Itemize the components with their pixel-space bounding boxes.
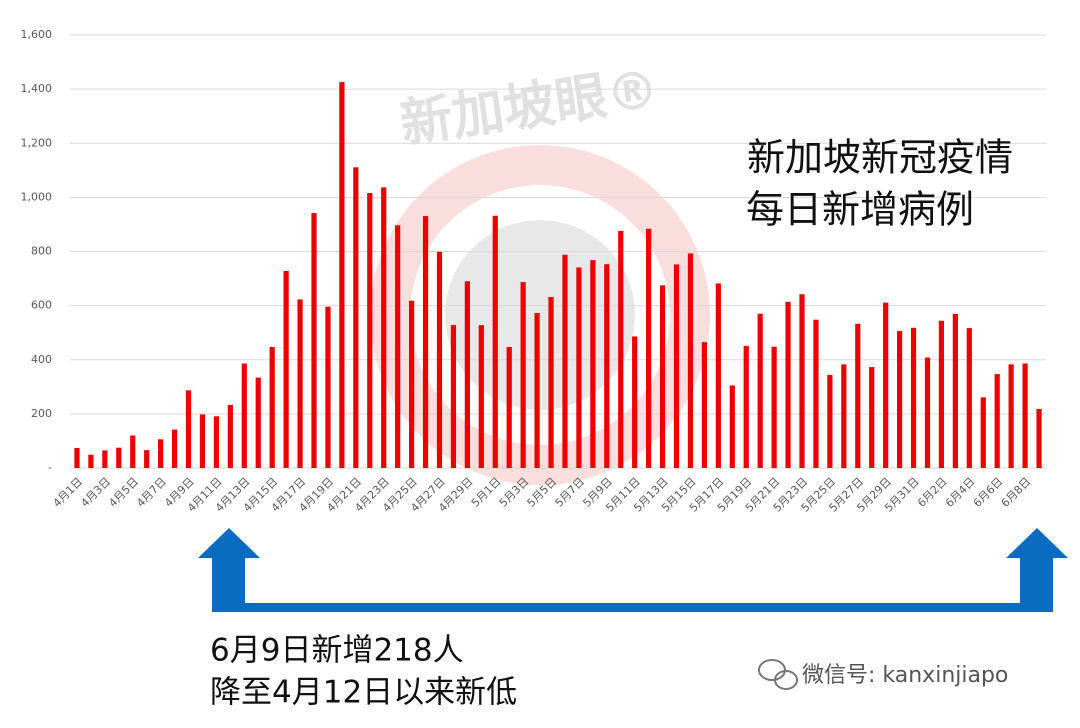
annotation-title: 新加坡新冠疫情 xyxy=(747,136,1013,180)
bar xyxy=(785,301,791,468)
annotation-title: 每日新增病例 xyxy=(746,188,974,232)
footer: 微信号: kanxinjiapo xyxy=(802,663,1008,688)
wechat-icon xyxy=(758,659,798,690)
bar xyxy=(227,404,233,468)
bar xyxy=(353,167,359,468)
bar xyxy=(883,302,889,468)
x-tick-label: 4月3日 xyxy=(78,475,113,510)
bar xyxy=(88,454,94,468)
bar xyxy=(841,364,847,468)
arrow xyxy=(198,528,1068,612)
bar xyxy=(464,281,470,468)
annotation-note: 6月9日新增218人 xyxy=(210,633,464,669)
bar xyxy=(339,82,345,469)
y-tick-label: 1,200 xyxy=(21,136,53,149)
watermark: 新加坡眼® xyxy=(397,59,663,155)
bar xyxy=(632,336,638,468)
bar xyxy=(562,254,568,468)
bar xyxy=(520,282,526,468)
y-tick-label: 1,600 xyxy=(21,28,53,41)
bar xyxy=(311,213,317,468)
bar xyxy=(715,283,721,468)
bar xyxy=(757,313,763,468)
bar xyxy=(478,325,484,468)
bar xyxy=(213,416,219,468)
bar xyxy=(1036,409,1042,468)
watermark-logo xyxy=(370,145,710,485)
bar xyxy=(506,347,512,468)
bar xyxy=(381,187,387,468)
bar xyxy=(590,260,596,468)
y-tick-label: 200 xyxy=(31,407,52,420)
bar xyxy=(938,320,945,468)
bar xyxy=(994,374,1000,468)
bar xyxy=(910,327,917,468)
bar xyxy=(646,228,652,468)
bar xyxy=(199,414,206,468)
bar xyxy=(952,314,958,468)
bar xyxy=(548,296,554,468)
annotation-note: 降至4月12日以来新低 xyxy=(210,675,517,711)
bar xyxy=(395,225,401,468)
bar xyxy=(269,347,275,468)
bar xyxy=(325,306,331,468)
bar xyxy=(659,285,666,468)
y-tick-label: 1,400 xyxy=(21,82,53,95)
bar xyxy=(924,357,931,468)
y-tick-label: 800 xyxy=(31,245,52,258)
bar xyxy=(701,342,707,468)
x-tick-label: 4月7日 xyxy=(134,475,169,510)
bar xyxy=(116,447,122,468)
bar xyxy=(534,312,540,468)
y-tick-label: - xyxy=(48,461,52,474)
x-tick-label: 6月4日 xyxy=(943,475,978,510)
bar xyxy=(771,346,777,468)
bar xyxy=(409,300,415,468)
bar xyxy=(492,215,498,468)
bar xyxy=(241,363,247,468)
bar xyxy=(450,325,457,468)
bar xyxy=(367,193,373,469)
x-tick-label: 6月2日 xyxy=(915,475,950,510)
bar xyxy=(422,216,429,468)
bar xyxy=(743,345,749,468)
bar xyxy=(813,319,819,468)
bar xyxy=(799,294,805,468)
bar xyxy=(729,385,735,468)
bar xyxy=(1008,364,1014,468)
bar xyxy=(618,230,624,468)
bar xyxy=(74,447,80,468)
bar xyxy=(436,251,443,468)
x-tick-label: 6月6日 xyxy=(971,475,1006,510)
bar xyxy=(869,367,875,468)
bar xyxy=(171,429,178,468)
bar xyxy=(673,264,680,468)
bar xyxy=(158,439,164,468)
bar xyxy=(283,270,289,468)
bar xyxy=(130,435,136,468)
bar xyxy=(980,397,986,468)
bar xyxy=(297,299,303,468)
y-tick-label: 400 xyxy=(31,353,52,366)
y-tick-label: 1,000 xyxy=(21,190,53,203)
x-tick-label: 4月5日 xyxy=(106,475,141,510)
x-tick-label: 4月1日 xyxy=(51,475,86,510)
bar xyxy=(185,390,192,468)
bar xyxy=(144,450,150,468)
x-tick-label: 5月1日 xyxy=(469,475,504,510)
bar xyxy=(255,377,261,468)
bar xyxy=(897,331,903,468)
x-tick-label: 6月8日 xyxy=(999,475,1034,510)
bar xyxy=(576,267,582,468)
bar xyxy=(604,264,610,468)
bar xyxy=(827,374,833,468)
bar xyxy=(966,328,972,468)
y-tick-label: 600 xyxy=(31,299,52,312)
bar xyxy=(687,253,694,468)
bar xyxy=(102,450,108,468)
bar xyxy=(1022,363,1028,468)
bar xyxy=(855,323,861,468)
